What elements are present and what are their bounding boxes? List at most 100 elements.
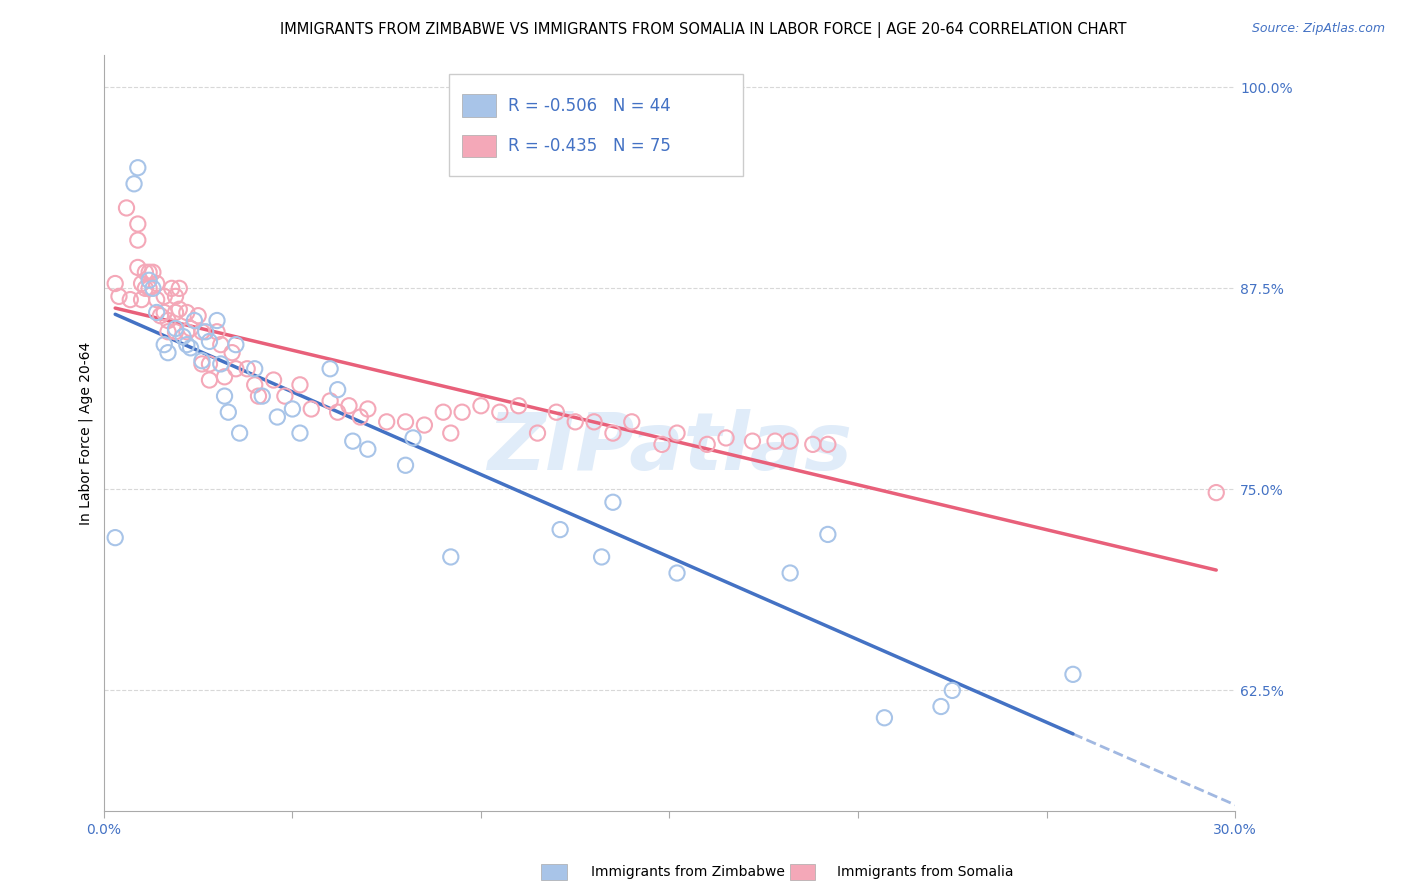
Point (402, 431, 425, 445)
Point (349, 410, 371, 425)
Point (191, 357, 214, 371)
Point (198, 373, 221, 387)
Point (156, 325, 179, 339)
Point (440, 549, 463, 564)
Point (198, 334, 221, 349)
Point (191, 353, 214, 368)
Text: Immigrants from Zimbabwe: Immigrants from Zimbabwe (591, 865, 785, 880)
Point (394, 458, 416, 473)
Point (602, 426, 624, 441)
Point (741, 434, 763, 449)
Point (342, 434, 364, 449)
Point (801, 437, 824, 451)
Point (548, 523, 571, 537)
Point (488, 405, 510, 419)
Point (288, 426, 311, 441)
Point (205, 325, 228, 339)
Point (108, 289, 131, 303)
Point (138, 281, 160, 295)
Point (153, 289, 176, 303)
Point (153, 305, 176, 319)
Text: IMMIGRANTS FROM ZIMBABWE VS IMMIGRANTS FROM SOMALIA IN LABOR FORCE | AGE 20-64 C: IMMIGRANTS FROM ZIMBABWE VS IMMIGRANTS F… (280, 22, 1126, 38)
Point (357, 401, 380, 416)
Point (165, 289, 187, 303)
Point (281, 401, 304, 416)
Point (451, 405, 474, 419)
Point (266, 410, 288, 425)
Point (127, 233, 149, 247)
Point (205, 313, 228, 327)
Point (120, 293, 142, 307)
Point (929, 699, 952, 714)
Point (696, 437, 718, 451)
Point (134, 281, 156, 295)
Point (817, 437, 839, 451)
Point (194, 325, 217, 339)
Point (176, 337, 198, 351)
Point (873, 711, 896, 725)
Point (236, 361, 259, 376)
Point (564, 415, 586, 429)
Point (209, 357, 232, 371)
Point (221, 345, 243, 359)
Point (127, 260, 149, 275)
Point (470, 399, 492, 413)
Point (714, 431, 737, 445)
Point (176, 325, 198, 339)
Point (817, 527, 839, 541)
Point (156, 313, 179, 327)
Point (187, 309, 209, 323)
Point (138, 273, 160, 287)
Point (243, 361, 266, 376)
Point (247, 389, 270, 403)
Point (526, 426, 548, 441)
Point (217, 405, 239, 419)
Point (214, 369, 236, 384)
Bar (449, 74, 742, 176)
Point (274, 389, 297, 403)
Bar (463, 95, 496, 117)
Point (191, 325, 214, 339)
Point (145, 277, 167, 291)
Point (326, 405, 349, 419)
Text: Source: ZipAtlas.com: Source: ZipAtlas.com (1251, 22, 1385, 36)
Point (432, 405, 454, 419)
Point (160, 281, 183, 295)
Point (763, 434, 786, 449)
Text: Immigrants from Somalia: Immigrants from Somalia (837, 865, 1014, 880)
Point (142, 265, 165, 279)
Point (319, 361, 342, 376)
Point (508, 399, 530, 413)
Point (209, 337, 232, 351)
Point (180, 341, 202, 355)
Point (115, 201, 138, 215)
Point (156, 345, 179, 359)
Point (180, 321, 202, 335)
Point (142, 281, 165, 295)
Point (127, 161, 149, 175)
Point (440, 426, 463, 441)
Point (357, 442, 380, 457)
Point (131, 277, 153, 291)
Point (104, 277, 127, 291)
Point (176, 305, 198, 319)
Bar (463, 135, 496, 157)
Point (602, 495, 624, 509)
Point (104, 531, 127, 545)
Point (263, 373, 285, 387)
Point (299, 401, 322, 416)
Point (620, 415, 643, 429)
Point (134, 265, 156, 279)
Point (214, 389, 236, 403)
Point (153, 337, 176, 351)
Point (165, 325, 187, 339)
Point (375, 415, 398, 429)
Point (165, 321, 187, 335)
Point (591, 549, 613, 564)
Point (183, 313, 205, 327)
Point (1205, 485, 1227, 500)
Point (122, 177, 145, 191)
Point (138, 265, 160, 279)
Point (779, 434, 801, 449)
Text: ZIPatlas: ZIPatlas (486, 409, 852, 487)
